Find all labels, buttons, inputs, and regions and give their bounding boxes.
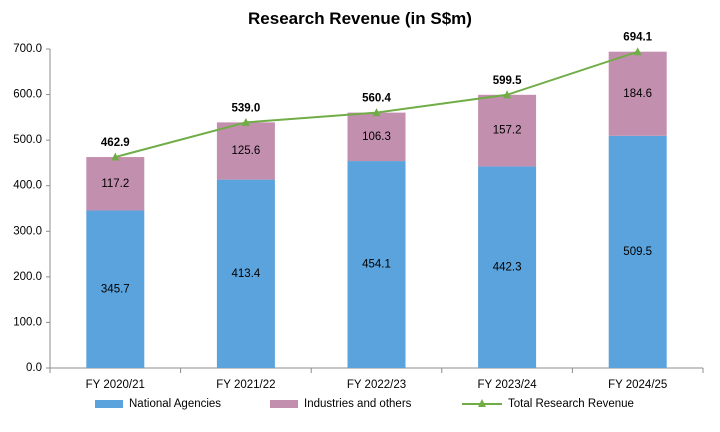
data-label-national-agencies: 345.7: [101, 283, 130, 295]
legend-item-total: Total Research Revenue: [462, 398, 634, 410]
x-tick-label: FY 2024/25: [608, 379, 667, 391]
bar-national-agencies: [608, 135, 667, 368]
data-label-national-agencies: 413.4: [232, 268, 261, 280]
bar-national-agencies: [216, 179, 275, 368]
data-label-total: 599.5: [493, 75, 522, 87]
legend: National Agencies Industries and others …: [0, 398, 720, 416]
data-label-industries-others: 125.6: [232, 145, 261, 157]
legend-swatch-national-agencies: [95, 400, 123, 408]
bar-industries-others: [347, 112, 406, 162]
x-tick-label: FY 2020/21: [86, 379, 145, 391]
bar-industries-others: [608, 51, 667, 136]
y-tick-label: 500.0: [13, 134, 42, 146]
bar-industries-others: [478, 94, 537, 167]
legend-swatch-industries: [270, 400, 298, 408]
marker-total: [503, 90, 512, 99]
bar-industries-others: [86, 157, 145, 211]
data-label-national-agencies: 442.3: [493, 261, 522, 273]
bar-national-agencies: [86, 210, 145, 368]
data-label-industries-others: 184.6: [623, 88, 652, 100]
marker-total: [241, 117, 250, 126]
data-label-total: 694.1: [623, 32, 652, 44]
data-label-total: 539.0: [232, 102, 261, 114]
y-tick-label: 600.0: [13, 89, 42, 101]
data-label-total: 560.4: [362, 93, 391, 105]
y-tick-label: 400.0: [13, 180, 42, 192]
bar-national-agencies: [347, 161, 406, 368]
legend-label-industries: Industries and others: [304, 398, 412, 410]
y-tick-label: 300.0: [13, 225, 42, 237]
marker-total: [372, 108, 381, 117]
x-tick-label: FY 2023/24: [477, 379, 537, 391]
data-label-industries-others: 117.2: [101, 178, 129, 190]
bar-national-agencies: [478, 166, 537, 368]
legend-item-national-agencies: National Agencies: [95, 398, 221, 410]
data-label-total: 462.9: [101, 137, 130, 149]
legend-item-industries: Industries and others: [270, 398, 411, 410]
data-label-industries-others: 106.3: [362, 131, 391, 143]
marker-total: [633, 47, 642, 56]
marker-total: [111, 152, 120, 161]
bar-industries-others: [216, 122, 275, 180]
data-label-national-agencies: 454.1: [362, 259, 391, 271]
legend-label-national-agencies: National Agencies: [129, 398, 222, 410]
chart-title: Research Revenue (in S$m): [248, 9, 472, 28]
x-tick-label: FY 2021/22: [216, 379, 275, 391]
x-tick-label: FY 2022/23: [347, 379, 406, 391]
y-tick-label: 100.0: [13, 316, 42, 328]
data-label-national-agencies: 509.5: [623, 246, 652, 258]
legend-label-total: Total Research Revenue: [508, 398, 634, 410]
y-tick-label: 0.0: [26, 362, 42, 374]
legend-line-total: [462, 399, 502, 409]
y-tick-label: 200.0: [13, 271, 42, 283]
y-tick-label: 700.0: [13, 43, 42, 55]
data-label-industries-others: 157.2: [493, 125, 522, 137]
